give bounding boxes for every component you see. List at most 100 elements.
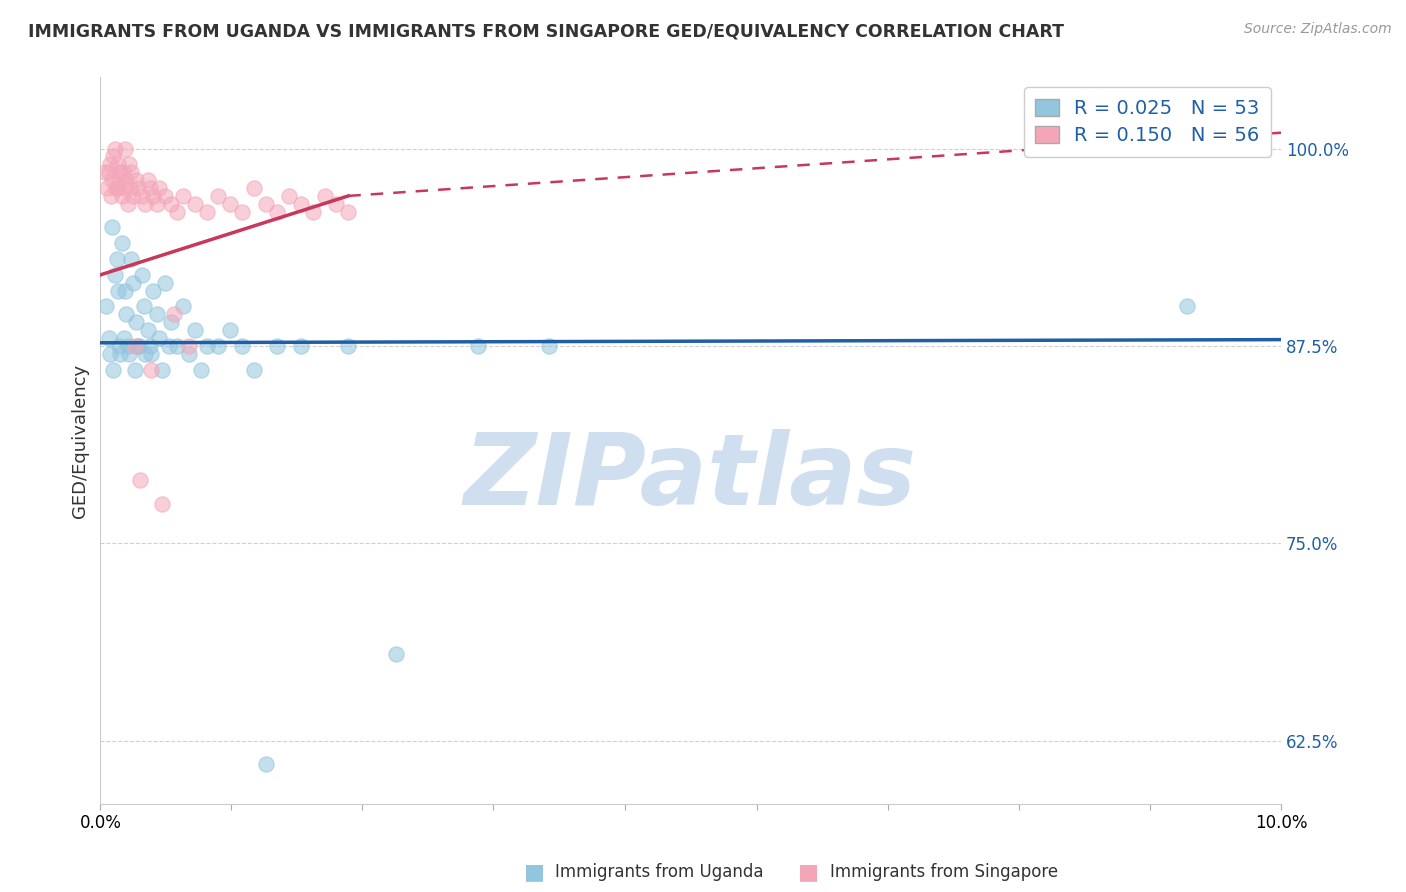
Text: ZIPatlas: ZIPatlas (464, 428, 917, 525)
Point (231, 204, 253, 219)
Point (110, 236, 132, 251)
Point (122, 276, 145, 290)
Point (184, 323, 207, 337)
Point (118, 157, 141, 171)
Point (117, 339, 139, 353)
Point (184, 196, 207, 211)
Point (190, 362, 212, 376)
Text: ■: ■ (524, 863, 544, 882)
Point (120, 165, 142, 179)
Point (104, 181, 127, 195)
Point (120, 252, 142, 266)
Point (125, 315, 148, 329)
Point (160, 315, 183, 329)
Point (467, 339, 489, 353)
Point (128, 339, 150, 353)
Text: IMMIGRANTS FROM UGANDA VS IMMIGRANTS FROM SINGAPORE GED/EQUIVALENCY CORRELATION : IMMIGRANTS FROM UGANDA VS IMMIGRANTS FRO… (28, 22, 1064, 40)
Point (114, 141, 136, 155)
Text: ■: ■ (799, 863, 818, 882)
Point (107, 284, 129, 298)
Point (122, 189, 145, 203)
Point (290, 339, 312, 353)
Point (132, 300, 155, 314)
Legend: R = 0.025   N = 53, R = 0.150   N = 56: R = 0.025 N = 53, R = 0.150 N = 56 (1024, 87, 1271, 157)
Point (139, 339, 162, 353)
Point (98, 347, 121, 361)
Point (136, 173, 159, 187)
Point (155, 189, 177, 203)
Text: Source: ZipAtlas.com: Source: ZipAtlas.com (1244, 22, 1392, 37)
Point (219, 196, 242, 211)
Point (148, 331, 170, 345)
Point (537, 339, 560, 353)
Point (97, 165, 120, 179)
Point (219, 323, 242, 337)
Point (108, 173, 131, 187)
Point (100, 189, 122, 203)
Point (118, 181, 141, 195)
Point (96, 181, 118, 195)
Point (115, 307, 138, 321)
Point (103, 268, 125, 282)
Text: Immigrants from Singapore: Immigrants from Singapore (830, 863, 1057, 881)
Point (127, 181, 149, 195)
Point (142, 284, 165, 298)
Point (103, 149, 125, 163)
Point (114, 284, 136, 298)
Point (254, 196, 277, 211)
Point (146, 196, 169, 211)
Point (101, 173, 124, 187)
Point (115, 173, 138, 187)
Point (160, 196, 183, 211)
Point (139, 362, 162, 376)
Point (110, 347, 132, 361)
Point (134, 347, 156, 361)
Point (134, 196, 156, 211)
Point (148, 181, 170, 195)
Point (111, 165, 134, 179)
Point (162, 307, 184, 321)
Point (97, 331, 120, 345)
Point (127, 339, 149, 353)
Point (207, 339, 229, 353)
Point (131, 189, 153, 203)
Point (112, 331, 135, 345)
Point (243, 181, 266, 195)
Point (117, 196, 139, 211)
Point (150, 362, 173, 376)
Point (131, 268, 153, 282)
Point (98, 157, 121, 171)
Point (150, 497, 173, 511)
Point (139, 181, 162, 195)
Point (142, 189, 165, 203)
Point (325, 196, 347, 211)
Point (103, 362, 125, 376)
Point (166, 339, 188, 353)
Point (124, 362, 146, 376)
Point (105, 252, 128, 266)
Point (302, 204, 325, 219)
Point (118, 347, 141, 361)
Point (1175, 300, 1198, 314)
Point (384, 647, 406, 661)
Point (266, 204, 288, 219)
Point (105, 181, 128, 195)
Point (207, 189, 229, 203)
Point (266, 339, 288, 353)
Point (157, 339, 180, 353)
Point (108, 339, 131, 353)
Point (177, 339, 200, 353)
Point (337, 339, 360, 353)
Point (125, 173, 148, 187)
Text: Immigrants from Uganda: Immigrants from Uganda (555, 863, 763, 881)
Point (195, 339, 218, 353)
Point (96, 300, 118, 314)
Point (278, 189, 301, 203)
Point (146, 307, 169, 321)
Point (337, 204, 360, 219)
Point (166, 204, 188, 219)
Point (155, 276, 177, 290)
Point (290, 196, 312, 211)
Point (136, 323, 159, 337)
Point (101, 220, 124, 235)
